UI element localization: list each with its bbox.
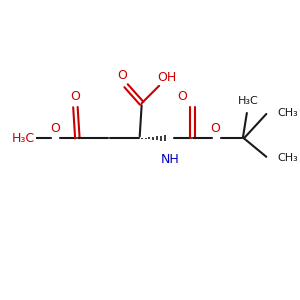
Text: NH: NH	[160, 153, 179, 166]
Text: CH₃: CH₃	[278, 153, 298, 163]
Text: O: O	[117, 70, 127, 83]
Text: O: O	[50, 122, 60, 135]
Text: O: O	[178, 90, 188, 103]
Text: OH: OH	[158, 71, 177, 84]
Text: CH₃: CH₃	[278, 108, 298, 118]
Text: O: O	[70, 90, 80, 103]
Text: H₃C: H₃C	[12, 132, 35, 145]
Text: H₃C: H₃C	[238, 96, 258, 106]
Text: O: O	[211, 122, 220, 135]
